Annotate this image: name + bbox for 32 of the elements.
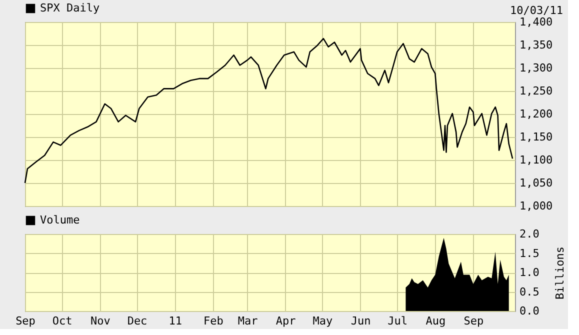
x-tick-label: Mar	[238, 314, 258, 328]
text: 10/03/11	[510, 4, 563, 17]
y-tick-label: 0.5	[520, 285, 540, 298]
y-tick-label: 1,200	[520, 108, 553, 120]
x-tick-label: Apr	[276, 314, 296, 328]
y-tick-label: 1,250	[520, 84, 553, 98]
y-tick-label: 1,100	[520, 154, 553, 166]
x-tick-label: May	[312, 314, 333, 328]
y-tick-label: 1,350	[520, 38, 553, 52]
x-tick-label: Jun	[350, 314, 371, 328]
y-tick-label: 1.5	[520, 246, 540, 260]
x-tick-label: Nov	[90, 314, 111, 328]
x-tick-label: 11	[168, 314, 182, 328]
x-tick-label: Oct	[52, 314, 72, 328]
y-tick-label: 2.0	[520, 228, 540, 240]
x-tick-label: Jul	[388, 314, 408, 328]
y-tick-label: 1,000	[520, 200, 553, 212]
x-tick-label: Dec	[127, 314, 148, 328]
y-tick-label: 1,300	[520, 62, 553, 74]
line-series	[24, 38, 514, 184]
y-axis-title: Billions	[553, 246, 566, 300]
x-tick-label: Sep	[464, 314, 484, 328]
y-tick-label: 1,400	[520, 16, 553, 28]
x-tick-label: Sep	[16, 314, 36, 328]
y-tick-label: 1,050	[520, 176, 553, 190]
x-tick-label: Aug	[426, 314, 446, 328]
legend-label: SPX Daily	[40, 2, 100, 14]
y-tick-label: 1.0	[520, 266, 540, 279]
legend-label: Volume	[40, 214, 80, 226]
y-tick-label: 0.0	[520, 304, 540, 318]
x-tick-label: Feb	[203, 314, 224, 328]
y-tick-label: 1,150	[520, 130, 553, 144]
